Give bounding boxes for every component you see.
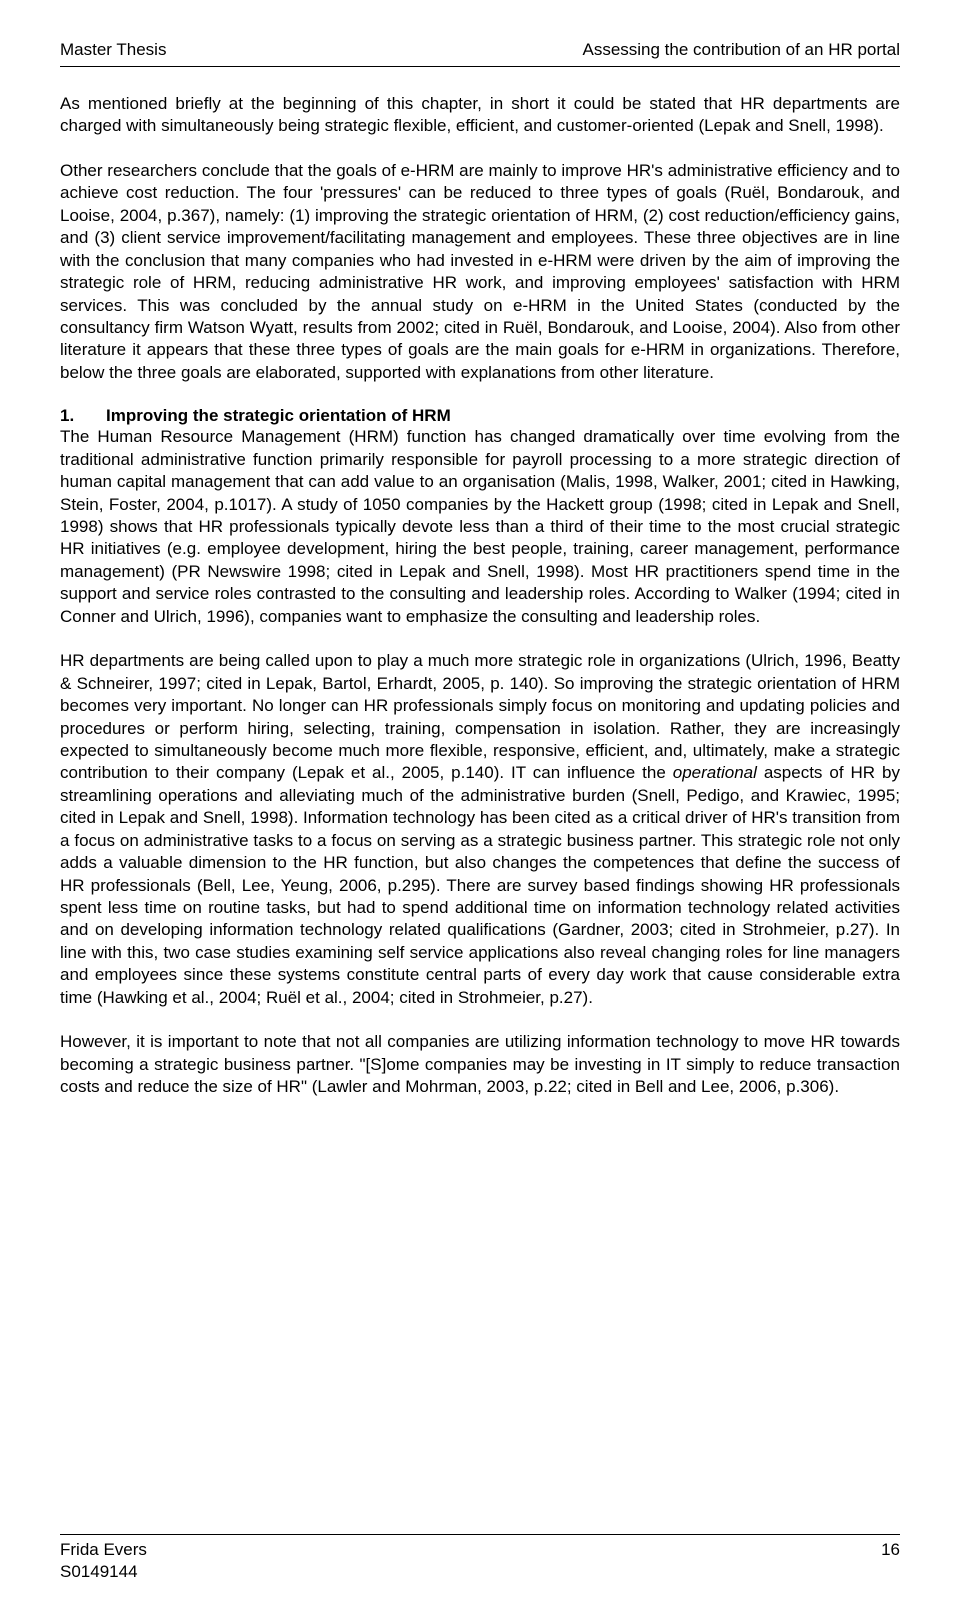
footer-id: S0149144	[60, 1561, 147, 1583]
paragraph-4-italic: operational	[673, 763, 757, 782]
footer-row: Frida Evers S0149144 16	[60, 1539, 900, 1583]
footer-line	[60, 1534, 900, 1535]
paragraph-4: HR departments are being called upon to …	[60, 650, 900, 1009]
header-right: Assessing the contribution of an HR port…	[582, 40, 900, 60]
paragraph-5: However, it is important to note that no…	[60, 1031, 900, 1098]
paragraph-3: The Human Resource Management (HRM) func…	[60, 426, 900, 628]
footer-page-number: 16	[881, 1539, 900, 1583]
footer-left: Frida Evers S0149144	[60, 1539, 147, 1583]
section-heading-1: 1.Improving the strategic orientation of…	[60, 406, 900, 426]
footer: Frida Evers S0149144 16	[60, 1534, 900, 1583]
paragraph-1: As mentioned briefly at the beginning of…	[60, 93, 900, 138]
footer-author: Frida Evers	[60, 1539, 147, 1561]
section-title: Improving the strategic orientation of H…	[106, 406, 451, 425]
paragraph-2: Other researchers conclude that the goal…	[60, 160, 900, 384]
header-underline	[60, 66, 900, 67]
section-number: 1.	[60, 406, 106, 426]
header-left: Master Thesis	[60, 40, 166, 60]
paragraph-4-part2: aspects of HR by streamlining operations…	[60, 763, 900, 1006]
header-row: Master Thesis Assessing the contribution…	[60, 40, 900, 60]
document-page: Master Thesis Assessing the contribution…	[0, 0, 960, 1613]
